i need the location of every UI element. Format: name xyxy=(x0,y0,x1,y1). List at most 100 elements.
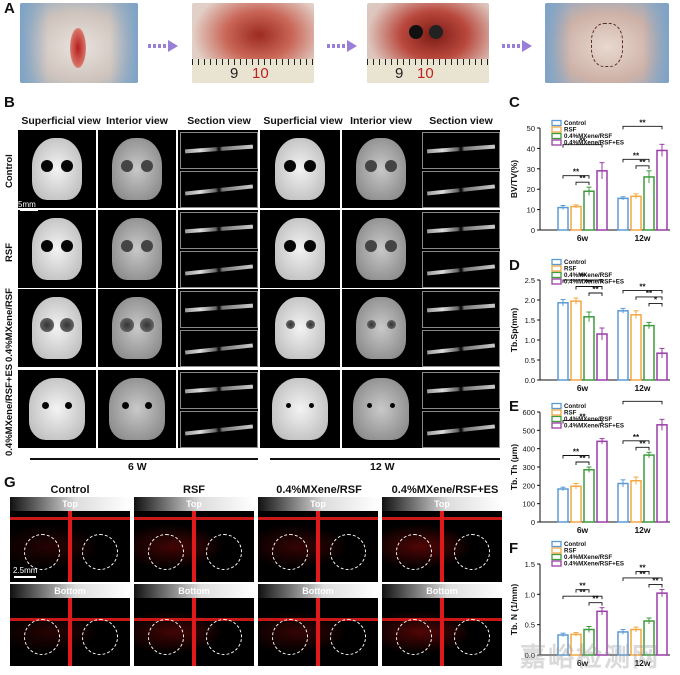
x-tick-label: 12w xyxy=(634,658,650,668)
arrow-icon xyxy=(502,40,532,52)
skull-render xyxy=(29,378,85,440)
surgery-photo-3: 9 10 xyxy=(367,3,489,83)
defect-circle xyxy=(329,619,366,655)
bar xyxy=(583,469,595,523)
significance-mark: ** xyxy=(592,595,599,604)
bar xyxy=(630,314,642,381)
transverse-vessel xyxy=(258,516,378,520)
legend-swatch xyxy=(551,271,562,279)
significance-bracket xyxy=(562,455,590,459)
row-label: 0.4%MXene/RSF xyxy=(4,288,15,362)
significance-mark: ** xyxy=(579,588,586,597)
legend-label: 0.4%MXene/RSF xyxy=(564,554,612,561)
section-slice xyxy=(422,291,500,328)
transverse-vessel xyxy=(382,618,502,622)
skull-render xyxy=(109,378,165,440)
significance-mark: ** xyxy=(586,279,593,288)
legend-swatch xyxy=(551,278,562,285)
panel-label-b: B xyxy=(4,94,15,111)
significance-bracket xyxy=(588,602,603,606)
ruler-number: 10 xyxy=(417,65,434,82)
significance-bracket xyxy=(575,589,590,593)
scale-bar xyxy=(20,209,38,211)
section-slice xyxy=(180,132,258,169)
view-header: Top xyxy=(134,497,254,511)
row-label: Control xyxy=(4,154,15,188)
defect-circle xyxy=(396,533,433,570)
significance-mark: ** xyxy=(579,137,586,146)
micro-ct-image xyxy=(260,370,340,448)
legend-label: 0.4%MXene/RSF xyxy=(564,416,612,423)
col-header: Interior view xyxy=(106,115,168,127)
arrow-icon xyxy=(148,40,178,52)
significance-bracket xyxy=(575,286,603,290)
bar xyxy=(617,482,629,523)
significance-mark: ** xyxy=(579,174,586,183)
legend-swatch xyxy=(551,422,562,429)
panel-label-d: D xyxy=(509,257,520,274)
defect-hole xyxy=(122,402,130,410)
skull-render xyxy=(275,138,325,200)
y-axis-label: BV/TV(%) xyxy=(509,160,519,198)
view-header: Bottom xyxy=(134,584,254,598)
significance-bracket xyxy=(622,577,663,581)
micro-ct-image xyxy=(342,210,420,288)
surgery-photo-2: 9 10 xyxy=(192,3,314,83)
watermark: 嘉峪检测网 xyxy=(520,642,661,672)
significance-bracket xyxy=(575,181,590,186)
time-label-12w: 12 W xyxy=(370,461,395,473)
significance-mark: ** xyxy=(573,168,580,177)
legend-swatch xyxy=(551,139,562,146)
bar xyxy=(596,440,608,523)
skull-render xyxy=(272,378,328,440)
significance-bracket xyxy=(635,446,650,451)
section-slice xyxy=(422,411,500,448)
micro-ct-image xyxy=(178,210,258,288)
x-tick-label: 6w xyxy=(577,525,589,535)
micro-ct-image xyxy=(98,370,176,448)
chart-bv-tv: 01020304050BV/TV(%)ControlRSF0.4%MXene/R… xyxy=(509,118,670,243)
defect-hole xyxy=(365,239,377,252)
transverse-vessel xyxy=(10,516,130,520)
significance-bracket xyxy=(635,165,650,169)
skull-render xyxy=(356,218,406,280)
panel-label-g: G xyxy=(4,474,16,491)
significance-bracket xyxy=(622,440,650,444)
defect-hole xyxy=(60,317,74,332)
defect-hole xyxy=(61,159,73,172)
legend-label: Control xyxy=(564,120,586,127)
micro-ct-image xyxy=(98,130,176,208)
bar xyxy=(617,310,629,381)
y-tick-label: 0.5 xyxy=(525,621,535,630)
section-slice xyxy=(180,372,258,409)
section-slice xyxy=(180,330,258,367)
defect-hole xyxy=(367,403,373,409)
micro-ct-image xyxy=(178,370,258,448)
legend-label: 0.4%MXene/RSF+ES xyxy=(564,140,624,147)
defect-circle xyxy=(272,533,309,570)
legend-label: RSF xyxy=(564,127,577,134)
defect-hole xyxy=(121,239,133,252)
y-axis-label: Tb. Th (μm) xyxy=(509,444,519,490)
y-tick-label: 300 xyxy=(522,463,535,472)
significance-mark: ** xyxy=(579,413,586,422)
bar xyxy=(643,324,655,381)
defect-circle xyxy=(396,619,433,655)
defect-circle xyxy=(205,533,242,570)
sagittal-vessel xyxy=(68,598,72,666)
significance-mark: ** xyxy=(633,433,640,442)
significance-bracket xyxy=(562,279,603,283)
bar xyxy=(617,197,629,231)
legend-label: Control xyxy=(564,541,586,548)
micro-ct-image xyxy=(98,289,176,367)
bar xyxy=(557,488,569,523)
defect-circle xyxy=(205,619,242,655)
significance-bracket xyxy=(562,595,603,600)
column-title: 0.4%MXene/RSF xyxy=(276,484,362,496)
view-header: Bottom xyxy=(382,584,502,598)
significance-bracket xyxy=(622,289,663,294)
view-header: Top xyxy=(10,497,130,511)
vessel-image xyxy=(10,598,130,666)
skull-render xyxy=(112,218,162,280)
y-tick-label: 1.0 xyxy=(525,336,535,345)
